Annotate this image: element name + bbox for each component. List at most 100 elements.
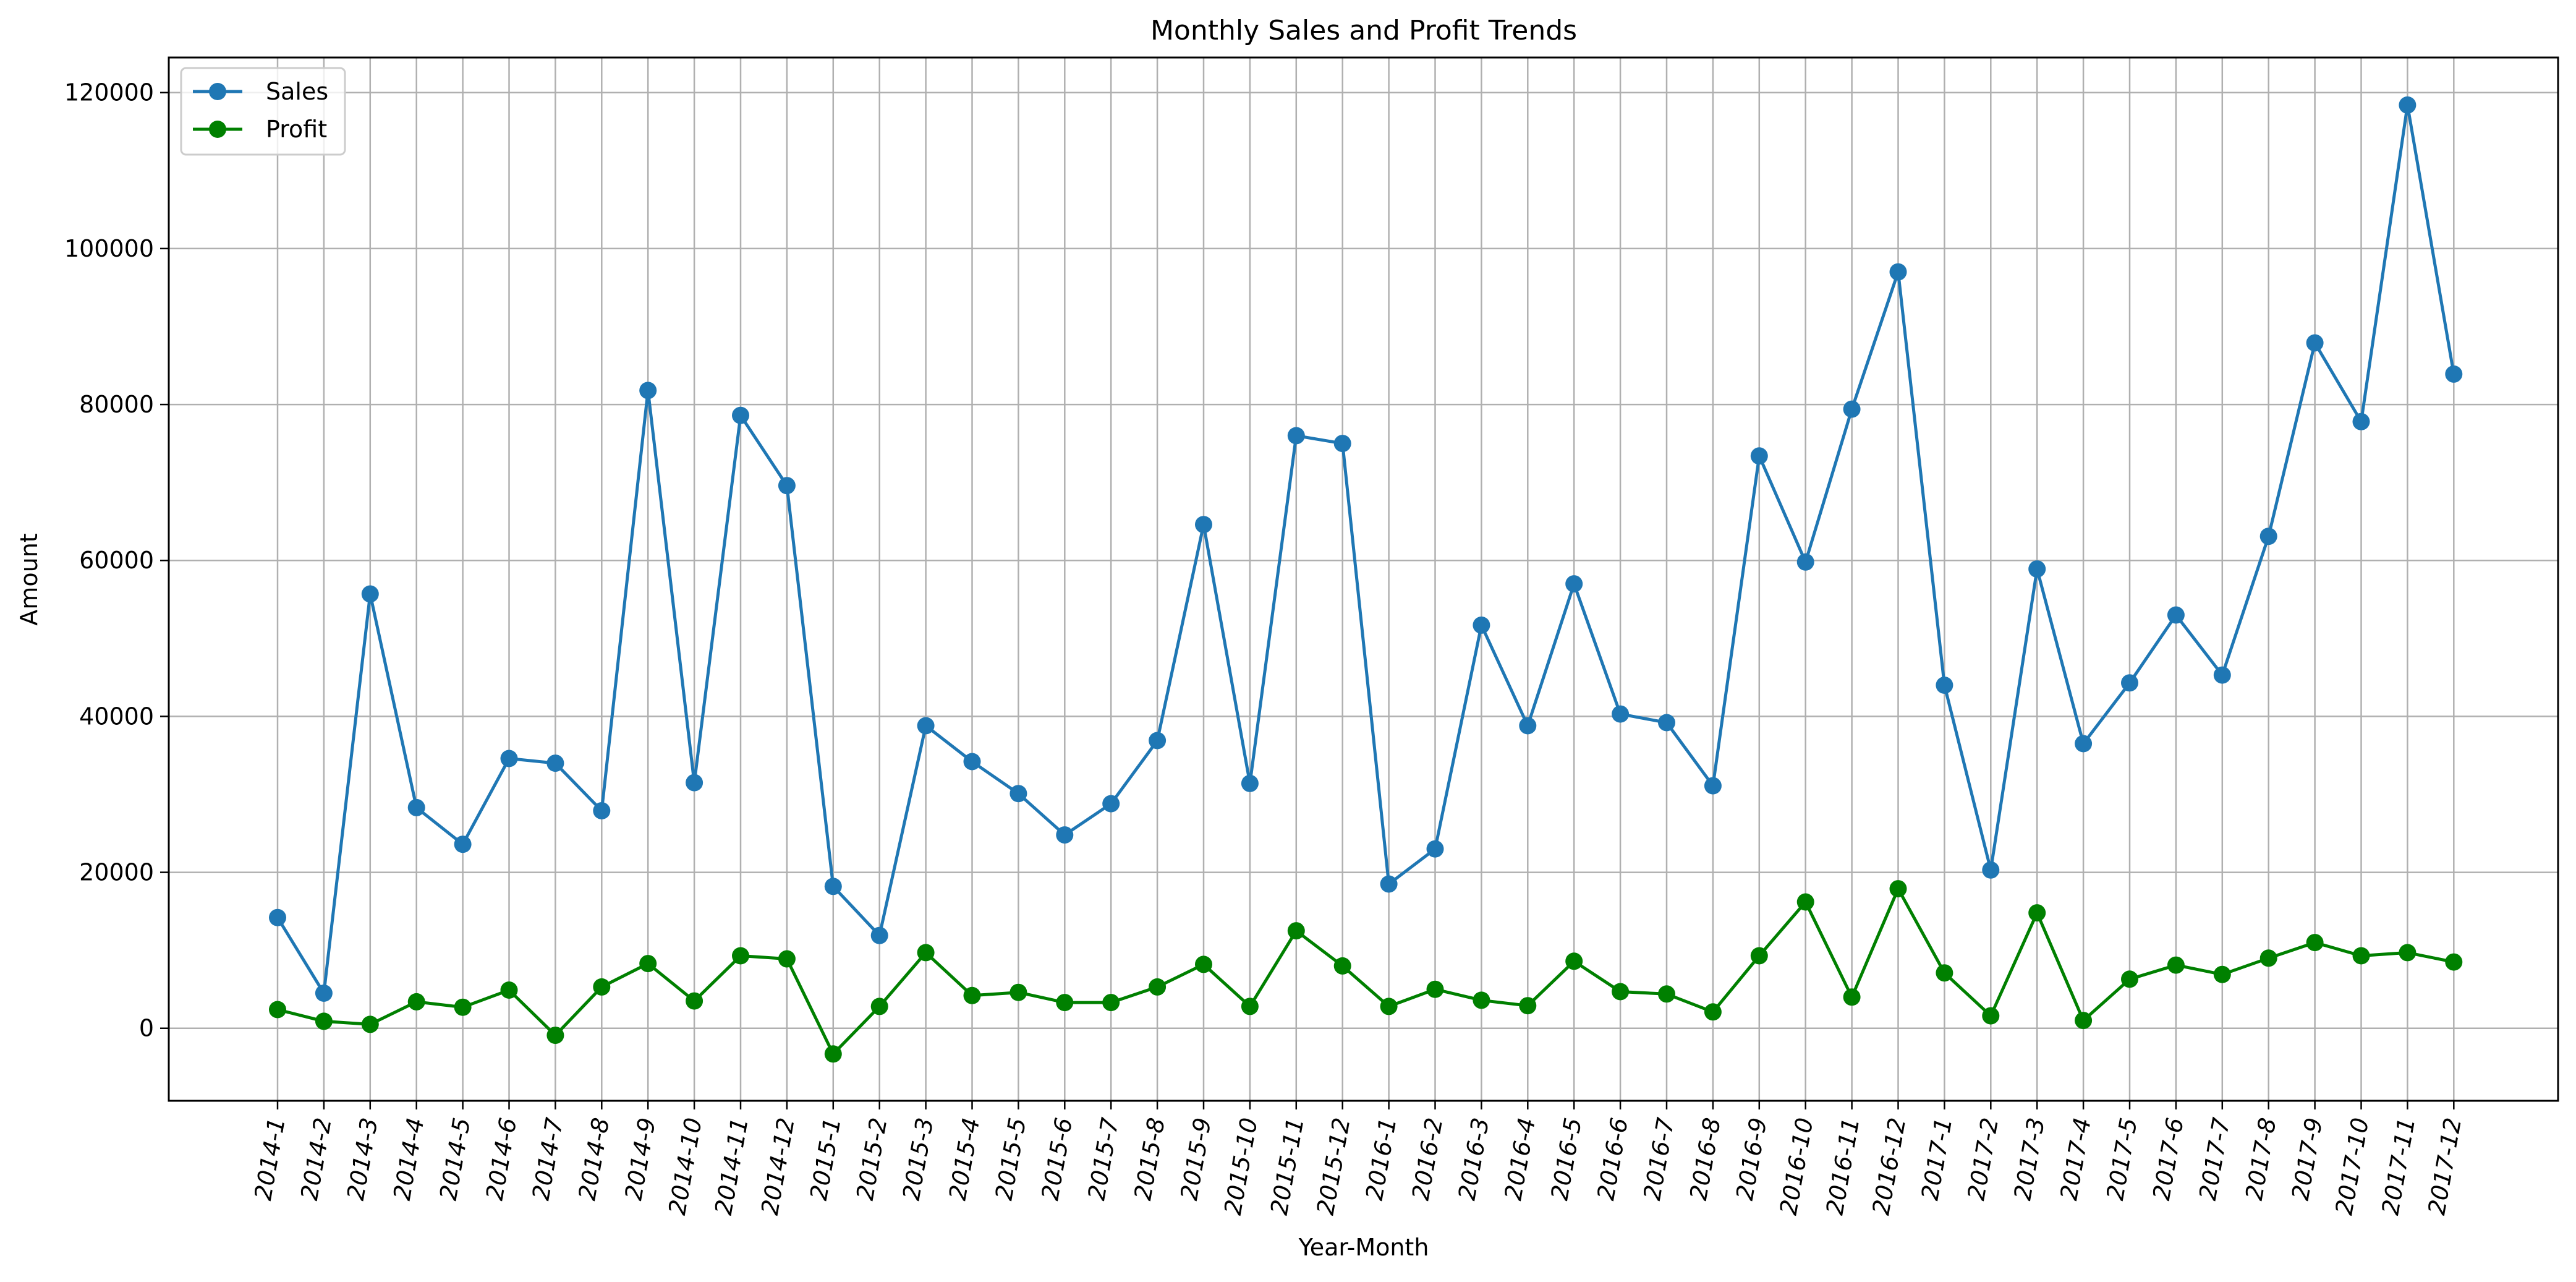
sales-point [963,753,981,771]
sales-point [1241,774,1259,792]
sales-point [269,908,286,926]
sales-point [1936,677,1953,694]
profit-point [1843,988,1861,1006]
profit-point [917,944,935,962]
sales-point [2028,560,2046,578]
profit-point [1936,964,1953,982]
profit-point [2028,904,2046,922]
sales-point [2306,334,2324,352]
profit-point [1102,994,1120,1012]
legend-profit-marker [209,121,226,138]
sales-point [2075,735,2093,753]
sales-point [778,477,796,495]
profit-point [1519,997,1537,1015]
profit-point [1796,893,1814,911]
x-axis-label: Year-Month [1298,1234,1429,1261]
sales-point [1565,575,1583,593]
plot-area-frame [168,56,2559,1102]
sales-point [2167,606,2185,624]
profit-point [593,978,611,996]
profit-point [269,1001,286,1019]
sales-point [2121,674,2138,692]
y-axis-label: Amount [15,533,43,625]
profit-point [778,950,796,968]
profit-point [2352,947,2370,965]
sales-point [1750,447,1768,465]
profit-point [1056,994,1074,1012]
profit-point [1010,983,1027,1001]
sales-point [1473,616,1490,634]
profit-point [2445,953,2463,971]
profit-point [1889,880,1907,898]
sales-point [315,985,333,1002]
profit-point [1287,922,1305,940]
profit-point [732,947,749,965]
profit-point [2399,944,2417,962]
profit-point [407,993,425,1011]
sales-point [1796,553,1814,571]
sales-point [407,798,425,816]
axes: 2014-1 2014-2 2014-3 2014-4 2014-5 2014-6 2014… [64,79,2467,1217]
profit-point [870,998,888,1015]
profit-point [454,998,472,1016]
profit-point [2259,949,2277,967]
profit-point [1333,957,1351,975]
sales-point [1843,400,1861,418]
profit-point [546,1027,564,1045]
sales-point [732,406,749,424]
profit-point [2075,1012,2093,1030]
legend-profit-label: Profit [266,116,327,143]
sales-point [546,754,564,772]
sales-point [1333,435,1351,453]
sales-point [2445,365,2463,383]
sales-point [1380,875,1398,893]
profit-point [1982,1007,2000,1025]
sales-point [1658,714,1675,732]
sales-point [1426,840,1444,858]
profit-point [361,1015,379,1033]
sales-series [269,96,2463,1002]
sales-point [1287,427,1305,445]
sales-point [2399,96,2417,114]
profit-point [824,1045,842,1063]
y-tick-label: 0 [139,1015,154,1042]
sales-point [2213,666,2231,684]
profit-point [2213,965,2231,983]
profit-point [1241,998,1259,1015]
y-tick-label: 120000 [64,79,154,106]
sales-point [1010,785,1027,803]
sales-point [639,382,657,400]
legend-sales-marker [209,83,226,100]
sales-point [1704,777,1722,795]
sales-line [276,103,2455,995]
profit-point [2167,956,2185,974]
y-tick-label: 100000 [64,235,154,262]
profit-point [1380,998,1398,1015]
sales-point [917,717,935,735]
series-group [269,96,2463,1063]
chart-title: Monthly Sales and Profit Trends [1150,15,1577,46]
profit-point [2121,970,2138,988]
profit-point [1149,978,1167,996]
sales-point [1519,717,1537,735]
sales-point [1612,705,1630,723]
sales-point [2259,528,2277,545]
sales-point [686,774,704,792]
y-tick-label: 40000 [79,703,154,730]
y-tick-label: 80000 [79,391,154,418]
profit-series [269,880,2463,1063]
sales-point [361,585,379,603]
profit-point [1658,985,1675,1003]
profit-point [1612,983,1630,1001]
legend-sales-label: Sales [266,78,328,105]
sales-point [824,878,842,895]
sales-point [454,835,472,853]
legend: Sales Profit [180,67,346,156]
sales-point [1889,263,1907,281]
sales-point [870,926,888,944]
profit-point [1195,955,1212,973]
sales-point [593,802,611,819]
sales-point [500,750,518,767]
sales-point [1149,732,1167,750]
